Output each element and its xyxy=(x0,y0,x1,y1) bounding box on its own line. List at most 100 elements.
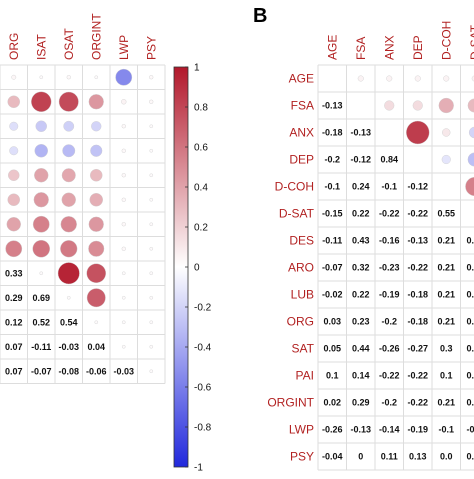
correlation-value: -0.2 xyxy=(324,155,340,165)
column-label: ORGINT xyxy=(89,13,103,60)
correlation-value: 0.29 xyxy=(5,293,23,303)
correlation-circle xyxy=(63,145,75,157)
correlation-circle xyxy=(95,321,98,324)
correlation-value: 0.29 xyxy=(352,398,370,408)
correlation-value: 0.54 xyxy=(60,317,78,327)
correlation-value: -0.22 xyxy=(407,371,428,381)
correlation-value: 0.1 xyxy=(467,371,474,381)
colorbar-tick-label: 1 xyxy=(194,63,200,74)
correlation-value: -0.18 xyxy=(407,317,428,327)
correlation-value: -0.2 xyxy=(381,317,397,327)
correlation-circle xyxy=(122,272,125,275)
correlation-circle xyxy=(150,321,153,324)
correlation-circle xyxy=(150,345,153,348)
correlation-value: 0.22 xyxy=(352,290,370,300)
correlation-circle xyxy=(31,92,51,112)
correlation-value: 0.33 xyxy=(5,268,23,278)
correlation-value: -0.22 xyxy=(407,398,428,408)
correlation-value: -0.13 xyxy=(350,128,371,138)
correlation-value: 0.21 xyxy=(437,236,455,246)
correlation-circle xyxy=(12,75,16,79)
correlation-value: 0.0 xyxy=(467,452,474,462)
column-label: PSY xyxy=(144,36,158,60)
colorbar-tick-label: 0.4 xyxy=(194,183,208,194)
correlation-circle xyxy=(439,98,454,113)
correlation-circle xyxy=(150,272,153,275)
correlation-circle xyxy=(442,155,451,164)
correlation-value: -0.13 xyxy=(407,236,428,246)
column-label: LWP xyxy=(117,35,131,60)
correlation-value: 0.3 xyxy=(440,344,453,354)
correlation-value: -0.13 xyxy=(322,101,343,111)
correlation-circle xyxy=(87,264,106,283)
correlation-circle xyxy=(121,99,126,104)
correlation-circle xyxy=(90,193,103,206)
panel-label: B xyxy=(253,5,267,27)
correlation-circle xyxy=(9,122,18,131)
correlation-value: 0.21 xyxy=(437,263,455,273)
correlation-circle xyxy=(88,241,104,257)
correlation-value: -0.07 xyxy=(31,366,52,376)
correlation-value: -0.22 xyxy=(407,263,428,273)
correlation-circle xyxy=(443,76,449,82)
correlation-value: 0.21 xyxy=(437,290,455,300)
row-label: DES xyxy=(289,234,314,248)
correlation-circle xyxy=(150,296,153,299)
correlation-value: -0.26 xyxy=(379,344,400,354)
correlation-circle xyxy=(61,216,77,232)
correlation-circle xyxy=(468,153,474,167)
correlation-circle xyxy=(122,247,126,251)
correlation-circle xyxy=(89,217,104,232)
correlation-circle xyxy=(34,192,49,207)
correlation-circle xyxy=(35,144,48,157)
correlation-circle xyxy=(34,168,48,182)
correlation-circle xyxy=(9,146,18,155)
correlation-circle xyxy=(150,223,153,226)
correlation-value: -0.02 xyxy=(322,290,343,300)
correlation-circle xyxy=(8,96,20,108)
correlation-circle xyxy=(8,170,19,181)
correlation-circle xyxy=(91,121,101,131)
correlation-value: -0.26 xyxy=(322,425,343,435)
colorbar-tick-label: -1 xyxy=(194,463,203,474)
correlation-value: 0.03 xyxy=(323,317,341,327)
correlation-value: 0.21 xyxy=(467,398,474,408)
correlation-value: -0.16 xyxy=(379,236,400,246)
correlation-value: 0.44 xyxy=(352,344,370,354)
correlation-value: -0.06 xyxy=(86,366,107,376)
correlation-value: 0.24 xyxy=(352,182,370,192)
correlation-value: 0.07 xyxy=(5,342,23,352)
correlation-value: -0.18 xyxy=(322,128,343,138)
correlation-circle xyxy=(6,241,22,257)
correlation-value: 0.23 xyxy=(352,317,370,327)
correlation-circle xyxy=(406,121,429,144)
correlation-circle xyxy=(67,75,71,79)
correlation-value: 0.69 xyxy=(32,293,50,303)
row-label: LWP xyxy=(289,423,314,437)
row-label: SAT xyxy=(292,342,315,356)
correlation-circle xyxy=(468,99,474,113)
correlation-value: -0.18 xyxy=(407,290,428,300)
row-label: D-SAT xyxy=(279,207,315,221)
correlation-value: -0.07 xyxy=(322,263,343,273)
correlation-value: 0.21 xyxy=(467,290,474,300)
colorbar: 10.80.60.40.20-0.2-0.4-0.6-0.8-1 xyxy=(174,63,212,474)
correlation-value: 0.3 xyxy=(467,344,474,354)
column-label: OSAT xyxy=(62,28,76,60)
correlation-value: -0.12 xyxy=(407,182,428,192)
correlation-value: 0.11 xyxy=(381,452,398,462)
correlation-circle xyxy=(150,247,153,250)
correlation-value: 0.12 xyxy=(5,317,23,327)
correlation-value: 0.52 xyxy=(32,317,50,327)
correlation-circle xyxy=(150,370,153,373)
correlation-circle xyxy=(150,125,153,128)
correlation-circle xyxy=(40,272,43,275)
colorbar-tick-label: -0.8 xyxy=(194,423,212,434)
correlation-value: -0.08 xyxy=(58,366,79,376)
correlation-circle xyxy=(122,198,126,202)
correlation-circle xyxy=(413,101,423,111)
correlation-value: 0.0 xyxy=(440,452,453,462)
